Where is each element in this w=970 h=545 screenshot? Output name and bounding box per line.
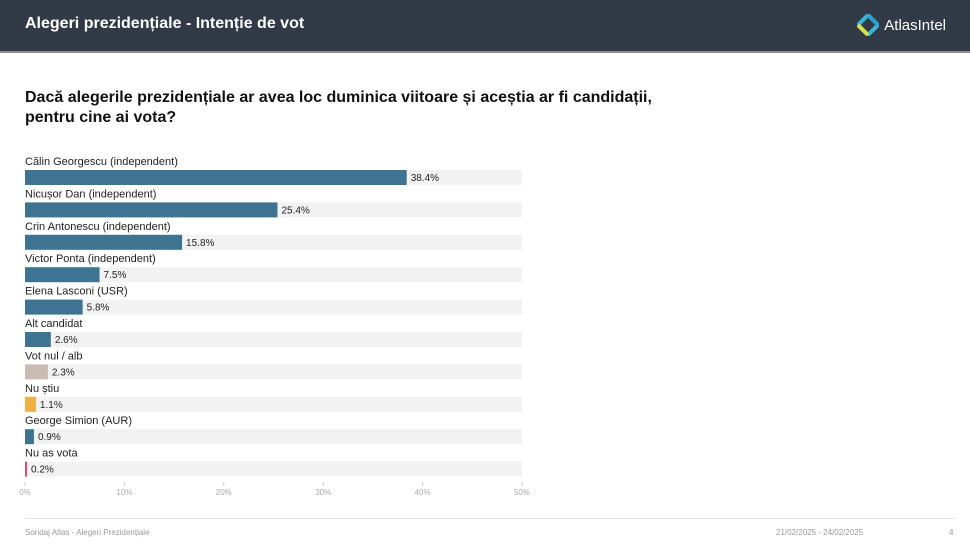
value-label: 0.9% <box>38 432 61 443</box>
value-label: 7.5% <box>104 270 127 281</box>
category-label: Nu as vota <box>25 448 78 460</box>
value-label: 2.3% <box>52 367 75 378</box>
category-label: Nicușor Dan (independent) <box>25 188 156 200</box>
bar <box>25 332 51 347</box>
bar <box>25 461 27 477</box>
brand-logo: AtlasIntel <box>857 14 946 36</box>
question-title: Dacă alegerile prezidențiale ar avea loc… <box>25 89 652 126</box>
bar <box>25 170 407 185</box>
bar-track <box>25 364 522 380</box>
bar-track <box>25 299 522 315</box>
bar <box>25 202 278 218</box>
category-label: Elena Lasconi (USR) <box>25 286 128 298</box>
value-label: 15.8% <box>186 238 214 249</box>
x-tick-label: 30% <box>315 488 331 497</box>
footer-dates: 21/02/2025 - 24/02/2025 <box>776 528 864 537</box>
bar <box>25 396 36 412</box>
footer-divider <box>25 518 955 519</box>
bar <box>25 299 83 315</box>
category-label: Călin Georgescu (independent) <box>25 156 178 168</box>
value-label: 0.2% <box>31 465 54 476</box>
x-tick-label: 20% <box>216 488 232 497</box>
x-tick-label: 40% <box>415 488 431 497</box>
category-label: Vot nul / alb <box>25 350 83 362</box>
category-label: Crin Antonescu (independent) <box>25 221 171 233</box>
footer-source: Sondaj Atlas - Alegeri Prezidențiale <box>25 528 150 537</box>
value-label: 2.6% <box>55 335 78 346</box>
x-tick-label: 50% <box>514 488 530 497</box>
value-label: 38.4% <box>411 173 439 184</box>
bar <box>25 234 183 250</box>
category-label: Victor Ponta (independent) <box>25 253 156 265</box>
bar-track <box>25 332 522 347</box>
value-label: 1.1% <box>40 400 63 411</box>
atlasintel-logo-icon <box>857 14 880 36</box>
category-label: Nu știu <box>25 383 59 395</box>
bar <box>25 364 48 380</box>
bar <box>25 267 100 283</box>
brand-name: AtlasIntel <box>884 16 946 34</box>
x-tick-label: 10% <box>116 488 132 497</box>
category-label: Alt candidat <box>25 318 82 330</box>
page-number: 4 <box>949 528 954 537</box>
header-bar: Alegeri prezidențiale - Intenție de vot … <box>0 0 970 53</box>
bar-track <box>25 429 522 445</box>
bar-track <box>25 461 522 477</box>
category-label: George Simion (AUR) <box>25 415 132 427</box>
value-label: 5.8% <box>87 303 110 314</box>
value-label: 25.4% <box>281 205 309 216</box>
page-title: Alegeri prezidențiale - Intenție de vot <box>25 15 305 32</box>
x-tick-label: 0% <box>19 488 31 497</box>
bar <box>25 429 34 445</box>
bar-track <box>25 267 522 283</box>
bar-track <box>25 396 522 412</box>
